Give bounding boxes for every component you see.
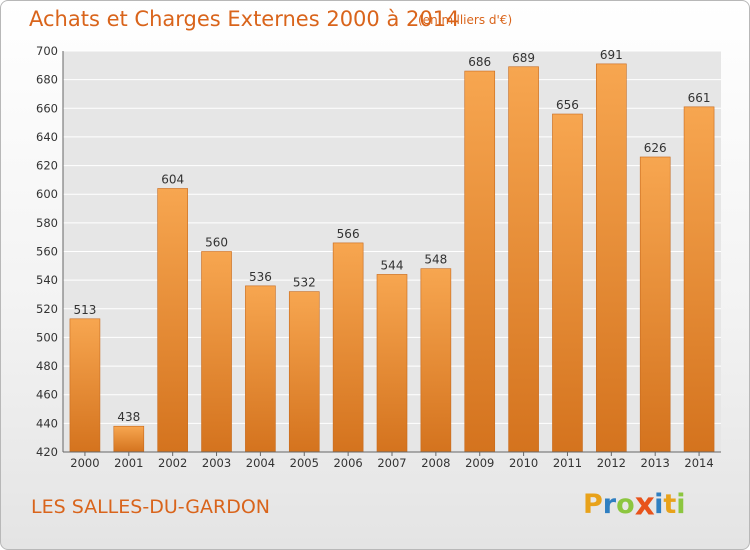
x-tick-label: 2008 <box>421 456 450 470</box>
value-label: 438 <box>117 410 140 424</box>
value-label: 691 <box>600 48 623 62</box>
logo-letter: i <box>676 489 686 520</box>
y-tick-label: 640 <box>36 130 58 144</box>
y-tick-label: 420 <box>36 445 58 459</box>
x-tick-label: 2001 <box>114 456 143 470</box>
bar-2010 <box>508 66 539 453</box>
value-label: 686 <box>468 55 491 69</box>
y-tick-label: 580 <box>36 216 58 230</box>
bar-2014 <box>683 106 715 453</box>
value-label: 566 <box>337 227 360 241</box>
value-label: 548 <box>424 253 447 267</box>
value-label: 544 <box>381 258 404 272</box>
bar-2002 <box>157 188 188 453</box>
value-label: 513 <box>73 303 96 317</box>
value-label: 656 <box>556 98 579 112</box>
value-label: 626 <box>644 141 667 155</box>
bar-2009 <box>464 70 496 453</box>
logo-letter: r <box>602 489 617 520</box>
value-label: 536 <box>249 270 272 284</box>
bar-2000 <box>69 318 101 453</box>
y-tick-label: 660 <box>36 101 58 115</box>
bar-2005 <box>288 291 320 453</box>
value-label: 532 <box>293 276 316 290</box>
chart-title: Achats et Charges Externes 2000 à 2014 <box>29 7 460 31</box>
bar-2003 <box>201 251 232 453</box>
x-tick-label: 2010 <box>509 456 538 470</box>
bar-2012 <box>596 63 627 453</box>
x-tick-label: 2007 <box>377 456 406 470</box>
bar-2007 <box>376 274 408 453</box>
value-label: 661 <box>688 91 711 105</box>
x-tick-label: 2002 <box>158 456 187 470</box>
x-tick-label: 2011 <box>553 456 582 470</box>
x-tick-label: 2006 <box>333 456 362 470</box>
x-tick-label: 2004 <box>246 456 275 470</box>
x-tick-label: 2012 <box>597 456 626 470</box>
unit-note: (en milliers d'€) <box>418 13 513 27</box>
x-tick-label: 2013 <box>641 456 670 470</box>
y-tick-label: 600 <box>36 187 58 201</box>
logo-letter: t <box>663 489 677 520</box>
logo-letter: o <box>616 489 635 520</box>
y-tick-label: 520 <box>36 302 58 316</box>
bar-2011 <box>552 113 583 453</box>
y-tick-label: 500 <box>36 330 58 344</box>
commune-name: LES SALLES-DU-GARDON <box>31 496 271 518</box>
x-tick-label: 2005 <box>290 456 319 470</box>
proxiti-logo: Proxiti <box>583 486 686 523</box>
value-label: 689 <box>512 51 535 65</box>
y-tick-label: 680 <box>36 73 58 87</box>
bar-2006 <box>332 242 364 453</box>
y-tick-label: 460 <box>36 388 58 402</box>
y-tick-label: 620 <box>36 159 58 173</box>
y-tick-label: 700 <box>36 44 58 58</box>
y-tick-label: 540 <box>36 273 58 287</box>
x-tick-label: 2009 <box>465 456 494 470</box>
logo-letter: i <box>654 489 664 520</box>
bar-2013 <box>639 156 671 453</box>
value-label: 604 <box>161 172 184 186</box>
x-tick-label: 2003 <box>202 456 231 470</box>
logo-letter: x <box>634 486 655 523</box>
x-tick-label: 2000 <box>70 456 99 470</box>
bar-2008 <box>420 268 452 453</box>
logo-letter: P <box>583 489 603 520</box>
value-label: 560 <box>205 236 228 250</box>
y-tick-label: 440 <box>36 416 58 430</box>
y-tick-label: 480 <box>36 359 58 373</box>
x-tick-label: 2014 <box>684 456 713 470</box>
bar-2004 <box>245 285 276 453</box>
bar-2001 <box>113 425 145 453</box>
y-tick-label: 560 <box>36 245 58 259</box>
